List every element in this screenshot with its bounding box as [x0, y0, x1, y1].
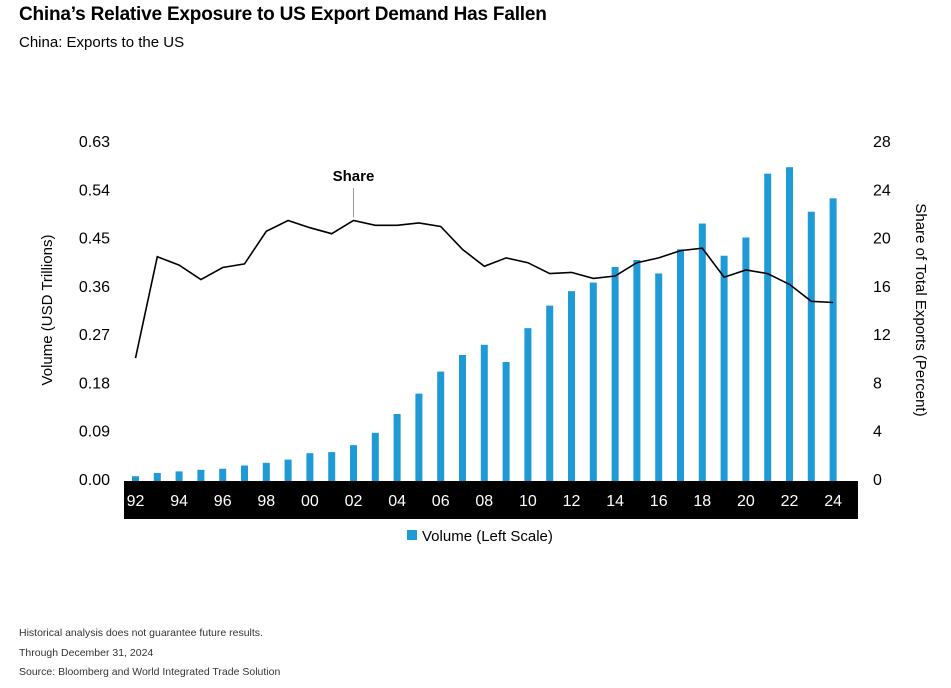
- left-axis-ticks: 0.00 0.09 0.18 0.27 0.36 0.45 0.54 0.63: [79, 134, 110, 489]
- legend-swatch-volume: [407, 530, 417, 540]
- volume-bar: [764, 173, 772, 481]
- volume-bar: [415, 393, 423, 481]
- volume-bar: [720, 255, 728, 481]
- x-tick-label: 02: [345, 493, 363, 510]
- x-tick-label: 10: [519, 493, 537, 510]
- chart-subtitle: China: Exports to the US: [19, 34, 185, 51]
- volume-bar: [677, 249, 684, 481]
- left-tick-label: 0.00: [79, 472, 110, 489]
- volume-bar: [807, 211, 815, 481]
- volume-bar: [546, 305, 554, 481]
- x-tick-label: 96: [214, 493, 232, 510]
- volume-bar: [306, 453, 314, 481]
- x-axis-band: [124, 481, 858, 519]
- volume-bar: [633, 260, 641, 481]
- x-tick-label: 22: [781, 493, 799, 510]
- left-tick-label: 0.45: [79, 231, 110, 248]
- volume-bar: [829, 198, 837, 482]
- x-tick-label: 12: [563, 493, 581, 510]
- volume-bar: [328, 452, 336, 481]
- volume-bar: [132, 476, 139, 481]
- right-tick-label: 28: [873, 134, 891, 151]
- volume-bar: [568, 291, 575, 481]
- volume-bar: [393, 414, 401, 481]
- volume-bar: [153, 473, 161, 481]
- volume-bar: [437, 371, 445, 481]
- volume-bar: [480, 344, 488, 481]
- chart-title: China’s Relative Exposure to US Export D…: [19, 4, 547, 25]
- share-annotation: Share: [333, 168, 375, 185]
- x-tick-label: 24: [824, 493, 842, 510]
- left-tick-label: 0.18: [79, 375, 110, 392]
- volume-bar: [698, 223, 706, 482]
- volume-bar: [241, 465, 248, 481]
- volume-bar: [350, 445, 357, 481]
- x-tick-label: 04: [388, 493, 406, 510]
- x-tick-label: 18: [693, 493, 711, 510]
- x-tick-label: 08: [475, 493, 493, 510]
- x-tick-label: 98: [257, 493, 275, 510]
- disclaimer-note: Historical analysis does not guarantee f…: [19, 627, 263, 639]
- right-tick-label: 0: [873, 472, 882, 489]
- left-tick-label: 0.63: [79, 134, 110, 151]
- x-tick-label: 14: [606, 493, 624, 510]
- right-tick-label: 4: [873, 424, 882, 441]
- right-tick-label: 20: [873, 231, 891, 248]
- x-tick-label: 00: [301, 493, 319, 510]
- volume-bar: [589, 282, 597, 481]
- volume-bar: [459, 354, 466, 481]
- right-axis-label: Share of Total Exports (Percent): [912, 203, 929, 416]
- right-axis-ticks: 0 4 8 12 16 20 24 28: [873, 134, 891, 489]
- left-tick-label: 0.54: [79, 182, 110, 199]
- volume-bar: [611, 267, 619, 481]
- volume-bar: [175, 471, 183, 481]
- volume-bars: [132, 167, 837, 482]
- volume-bar: [524, 328, 532, 481]
- volume-bar: [742, 237, 750, 481]
- right-tick-label: 12: [873, 327, 891, 344]
- volume-bar: [262, 462, 270, 481]
- x-tick-label: 92: [127, 493, 145, 510]
- x-tick-label: 94: [170, 493, 188, 510]
- left-axis-label: Volume (USD Trillions): [39, 235, 56, 386]
- right-tick-label: 8: [873, 375, 882, 392]
- left-tick-label: 0.09: [79, 424, 110, 441]
- x-axis-ticks: 92 94 96 98 00 02 04 06 08 10 12 14 16 18 20 22 24: [127, 493, 842, 510]
- chart-area: 0.000.090.180.270.360.450.540.63 0481216…: [39, 134, 929, 545]
- through-date-note: Through December 31, 2024: [19, 647, 154, 659]
- left-tick-label: 0.27: [79, 327, 110, 344]
- right-tick-label: 16: [873, 279, 891, 296]
- source-note: Source: Bloomberg and World Integrated T…: [19, 666, 281, 678]
- volume-bar: [219, 468, 227, 481]
- x-tick-label: 16: [650, 493, 668, 510]
- share-line: [134, 219, 834, 359]
- volume-bar: [502, 361, 510, 481]
- volume-bar: [197, 469, 205, 481]
- volume-bar: [371, 432, 379, 481]
- volume-bar: [284, 459, 292, 481]
- volume-bar: [655, 273, 663, 481]
- volume-bar: [786, 167, 793, 481]
- legend-label-volume: Volume (Left Scale): [422, 528, 553, 545]
- left-tick-label: 0.36: [79, 279, 110, 296]
- x-tick-label: 06: [432, 493, 450, 510]
- right-tick-label: 24: [873, 182, 891, 199]
- x-tick-label: 20: [737, 493, 755, 510]
